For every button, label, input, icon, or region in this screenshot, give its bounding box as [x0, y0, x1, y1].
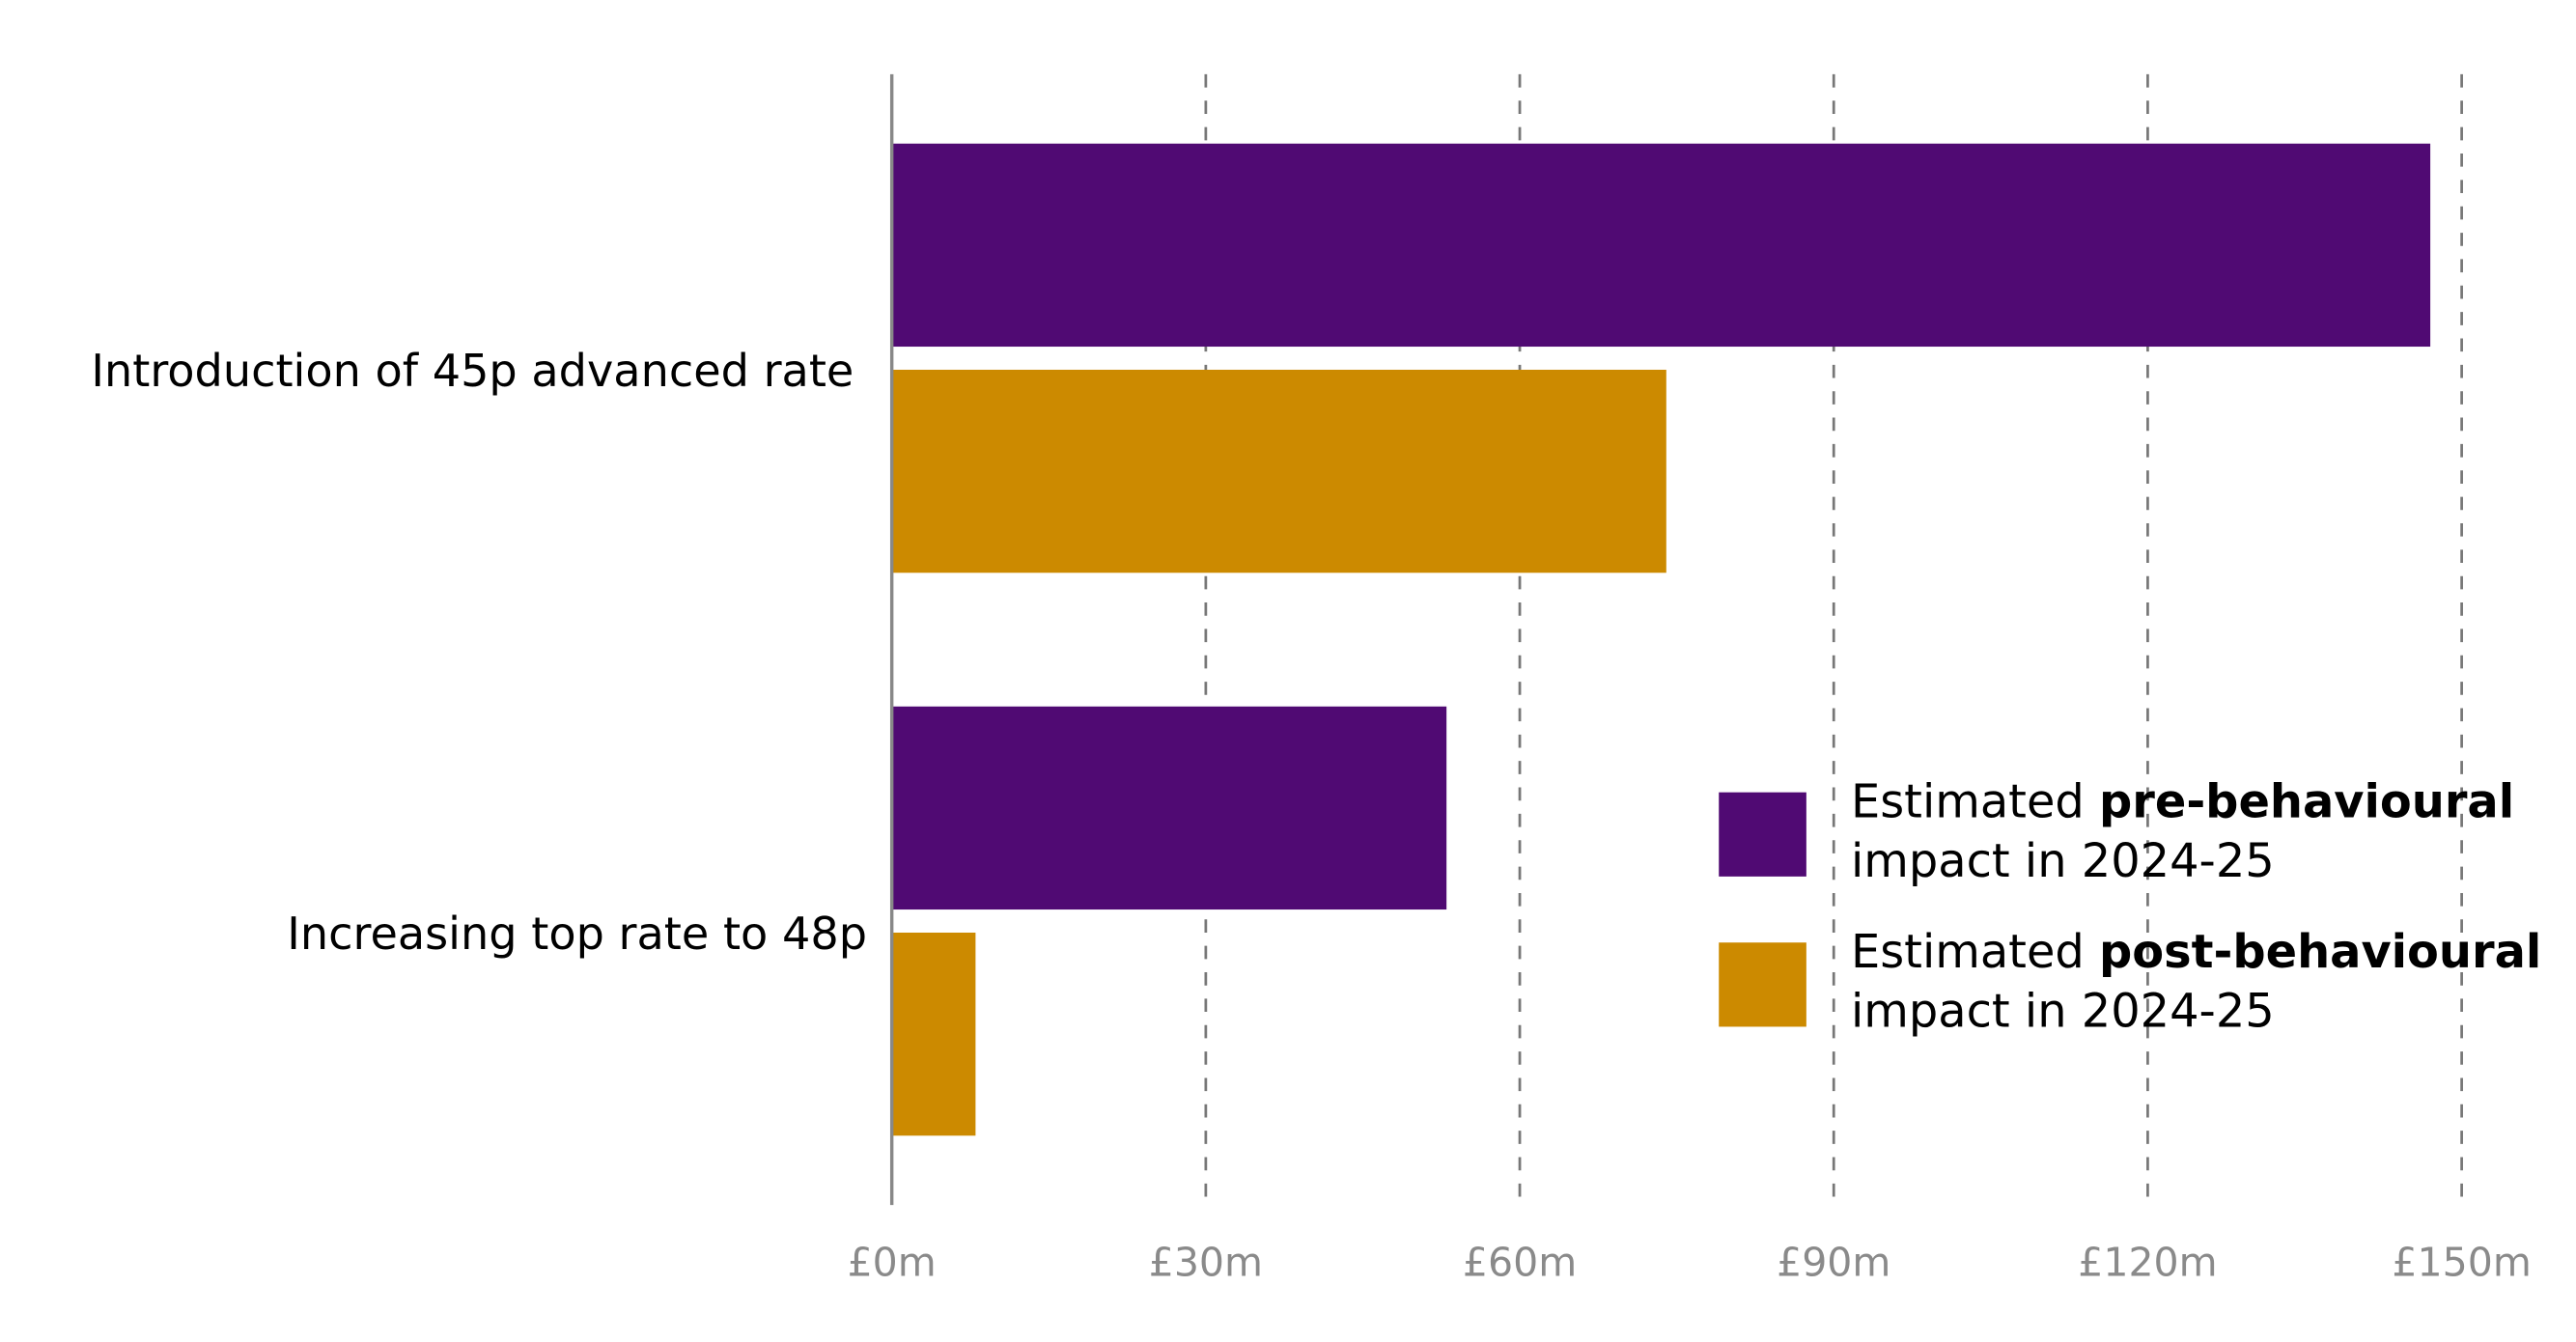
legend-swatch-pre — [1719, 792, 1806, 877]
x-tick-label: £90m — [1777, 1240, 1890, 1286]
x-tick-label: £0m — [848, 1240, 937, 1286]
x-tick-labels: £0m £30m £60m £90m £120m £150m — [848, 1240, 2532, 1286]
category-label: Introduction of 45p advanced rate — [91, 345, 854, 397]
category-label: Increasing top rate to 48p — [287, 908, 867, 960]
legend-text: Estimated — [1851, 926, 2099, 979]
bar-post-behavioural — [891, 369, 1666, 573]
legend-text: Estimated — [1851, 775, 2099, 828]
legend-text-bold: pre-behavioural — [2099, 775, 2514, 828]
legend: Estimated pre-behavioural impact in 2024… — [1719, 775, 2557, 1039]
legend-swatch-post — [1719, 942, 1806, 1027]
bar-pre-behavioural — [891, 143, 2431, 348]
legend-label-pre: Estimated pre-behavioural impact in 2024… — [1851, 775, 2529, 888]
bars — [891, 143, 2431, 1136]
bar-pre-behavioural — [891, 706, 1447, 910]
x-tick-label: £30m — [1149, 1240, 1263, 1286]
x-tick-label: £120m — [2078, 1240, 2217, 1286]
x-tick-label: £150m — [2392, 1240, 2531, 1286]
bar-post-behavioural — [891, 932, 976, 1136]
legend-text-bold: post-behavioural — [2099, 926, 2541, 979]
x-tick-label: £60m — [1463, 1240, 1577, 1286]
legend-text: impact in 2024-25 — [1851, 985, 2275, 1038]
legend-label-post: Estimated post-behavioural impact in 202… — [1851, 926, 2557, 1039]
legend-text: impact in 2024-25 — [1851, 835, 2275, 888]
